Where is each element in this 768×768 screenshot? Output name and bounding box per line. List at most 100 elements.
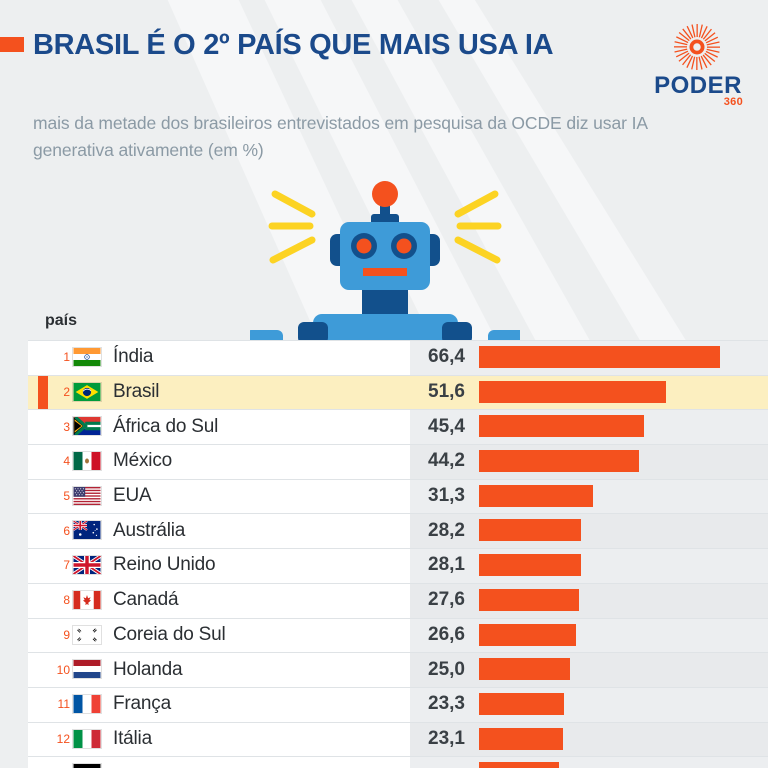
row-rank: 3 xyxy=(63,419,70,434)
row-value: 45,4 xyxy=(428,415,465,437)
spark-lines-right xyxy=(454,190,502,264)
row-country-name: África do Sul xyxy=(113,415,219,437)
row-bar xyxy=(479,658,570,681)
row-bar xyxy=(479,450,640,473)
row-label-background xyxy=(28,756,410,768)
flag-icon-za xyxy=(72,416,102,437)
table-row[interactable]: 2 Brasil 51,6 xyxy=(0,374,768,410)
row-value: 28,1 xyxy=(428,554,465,576)
row-value-background xyxy=(410,617,768,653)
row-rank: 1 xyxy=(63,350,70,365)
row-bar xyxy=(479,588,580,611)
flag-icon-us xyxy=(72,485,102,506)
row-rank: 11 xyxy=(57,697,70,712)
row-rank: 4 xyxy=(63,454,70,469)
row-rank xyxy=(50,756,70,768)
row-value: 66,4 xyxy=(428,346,465,368)
spark-lines-left xyxy=(268,190,316,264)
row-value: 28,2 xyxy=(428,519,465,541)
row-separator xyxy=(28,617,768,619)
row-value: 23,1 xyxy=(428,727,465,749)
table-row[interactable]: 12 Itália 23,1 xyxy=(0,721,768,757)
flag-icon-nl xyxy=(72,659,102,680)
row-rank: 5 xyxy=(63,489,70,504)
flag-icon-mx xyxy=(72,451,102,472)
table-row[interactable]: 5 EUA 31,3 xyxy=(0,478,768,514)
row-bar xyxy=(479,519,582,542)
row-bar xyxy=(479,484,593,507)
row-country-name: França xyxy=(113,693,171,715)
flag-icon-gb xyxy=(72,555,102,576)
table-row[interactable]: 4 México 44,2 xyxy=(0,444,768,479)
table-row[interactable]: 1 Índia 66,4 xyxy=(0,340,768,375)
row-separator xyxy=(28,756,768,758)
table-row[interactable]: 6 Austrália 28,2 xyxy=(0,513,768,549)
row-country-name: Reino Unido xyxy=(113,554,216,576)
row-country-name: Coreia do Sul xyxy=(113,623,226,645)
ranking-chart: país 1 Índia 66,4 2 Brasil 51,6 3 África do Sul… xyxy=(0,300,768,768)
row-rank: 6 xyxy=(63,523,70,538)
row-value: 27,6 xyxy=(428,589,465,611)
table-row[interactable]: 11 França 23,3 xyxy=(0,686,768,722)
row-country-name: Índia xyxy=(113,346,154,368)
row-country-name: Itália xyxy=(113,727,152,749)
row-country-name: México xyxy=(113,450,172,472)
row-value xyxy=(345,756,465,768)
row-value: 26,6 xyxy=(428,623,465,645)
sunburst-icon xyxy=(668,22,726,72)
row-separator xyxy=(28,582,768,584)
row-value: 51,6 xyxy=(428,381,465,403)
title-accent-tab xyxy=(0,37,24,52)
row-value: 23,3 xyxy=(428,693,465,715)
row-rank: 12 xyxy=(56,731,70,746)
flag-icon-br xyxy=(72,381,102,402)
table-row[interactable]: 7 Reino Unido 28,1 xyxy=(0,548,768,583)
row-rank: 7 xyxy=(63,558,70,573)
flag-icon-it xyxy=(72,728,102,749)
highlight-marker xyxy=(38,375,48,409)
row-bar xyxy=(479,762,559,768)
poder360-logo[interactable]: PODER 360 xyxy=(650,22,746,112)
row-value: 25,0 xyxy=(428,658,465,680)
table-row[interactable]: 10 Holanda 25,0 xyxy=(0,652,768,687)
flag-icon-de xyxy=(72,763,102,768)
column-header-country: país xyxy=(45,312,78,329)
row-country-name: EUA xyxy=(113,485,152,507)
row-bar xyxy=(479,692,564,715)
row-rank: 9 xyxy=(63,627,70,642)
row-rank: 10 xyxy=(56,662,70,677)
row-separator xyxy=(28,686,768,688)
flag-icon-kr xyxy=(72,624,102,645)
row-bar xyxy=(479,623,576,646)
row-value-background xyxy=(410,686,768,722)
row-country-name: Brasil xyxy=(113,381,160,403)
row-rank: 2 xyxy=(63,385,70,400)
row-bar xyxy=(479,554,581,577)
logo-suffix: 360 xyxy=(723,96,743,108)
row-bar xyxy=(479,415,644,438)
table-row[interactable]: 8 Canadá 27,6 xyxy=(0,582,768,618)
page-subtitle: mais da metade dos brasileiros entrevist… xyxy=(33,113,647,160)
flag-icon-ca xyxy=(72,589,102,610)
row-country-name: Holanda xyxy=(113,658,183,680)
row-bar xyxy=(479,380,667,403)
table-row[interactable]: 3 África do Sul 45,4 xyxy=(0,409,768,445)
row-separator xyxy=(28,721,768,723)
flag-icon-au xyxy=(72,520,102,541)
row-value-background xyxy=(410,721,768,757)
row-value-background xyxy=(410,756,768,768)
row-value: 44,2 xyxy=(428,450,465,472)
row-value-background xyxy=(410,652,768,687)
row-separator xyxy=(28,652,768,654)
flag-icon-fr xyxy=(72,693,102,714)
chart-rows: 1 Índia 66,4 2 Brasil 51,6 3 África do Sul 45,4 4… xyxy=(0,340,768,768)
table-row[interactable] xyxy=(0,756,768,768)
table-row[interactable]: 9 Coreia do Sul 26,6 xyxy=(0,617,768,653)
row-country-name: Canadá xyxy=(113,589,179,611)
row-bar xyxy=(479,727,563,750)
row-value-background xyxy=(410,582,768,618)
row-country-name: Austrália xyxy=(113,519,186,541)
row-bar xyxy=(479,346,720,368)
row-value: 31,3 xyxy=(428,485,465,507)
row-rank: 8 xyxy=(63,593,70,608)
